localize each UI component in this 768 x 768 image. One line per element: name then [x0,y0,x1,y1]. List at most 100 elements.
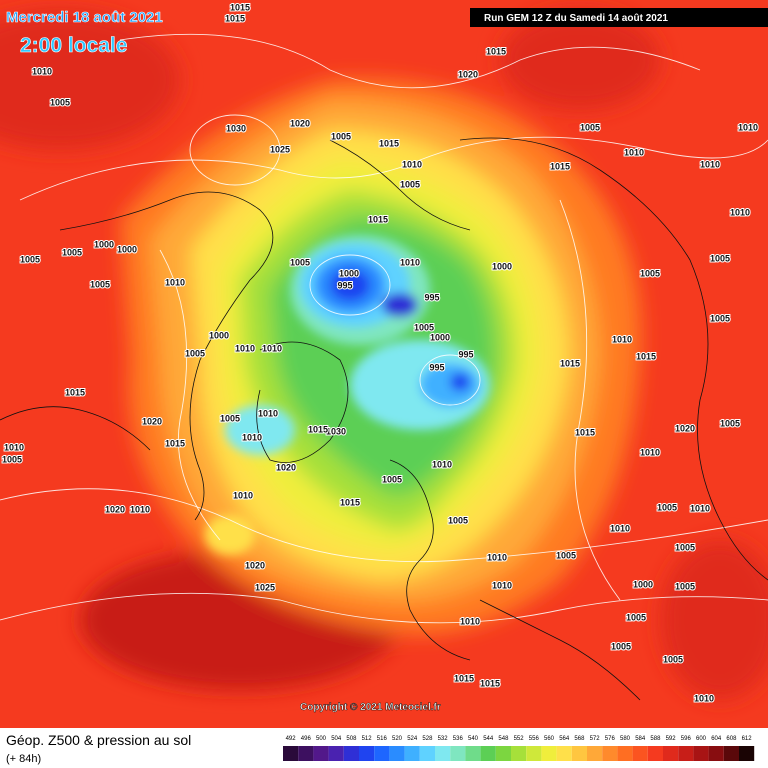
scale-swatch [571,746,587,761]
isobar-label: 1005 [382,474,402,484]
scale-swatch [450,746,466,761]
isobar-label: 1000 [492,261,512,271]
isobar-label: 1005 [62,247,82,257]
isobar-label: 1010 [402,159,422,169]
scale-swatch [556,746,572,761]
copyright: Copyright © 2021 Meteociel.fr [300,702,441,713]
legend-lead: (+ 84h) [6,753,41,765]
isobar-label: 1020 [675,423,695,433]
isobar-label: 1015 [165,438,185,448]
run-label: Run GEM 12 Z du Samedi 14 août 2021 [484,13,668,24]
scale-swatch [526,746,542,761]
isobar-label: 1010 [400,257,420,267]
isobar-label: 1005 [710,253,730,263]
isobar-label: 1010 [492,580,512,590]
scale-label: 528 [422,736,433,742]
scale-label: 596 [681,736,692,742]
isobar-contours [0,33,768,624]
isobar-label: 1010 [610,523,630,533]
isobar-label: 995 [424,292,439,302]
isobar-label: 1020 [276,462,296,472]
isobar-label: 1015 [340,497,360,507]
isobar-label: 1005 [611,641,631,651]
scale-swatch [632,746,648,761]
isobar-label: 1010 [242,432,262,442]
isobar-label: 1010 [460,616,480,626]
scale-label: 500 [316,736,327,742]
scale-swatch [723,746,739,761]
scale-label: 608 [726,736,737,742]
isobar-label: 1005 [290,257,310,267]
isobar-label: 1000 [633,579,653,589]
scale-swatch [480,746,496,761]
run-box [470,8,768,27]
isobar-label: 1005 [90,279,110,289]
isobar-label: 1010 [32,66,52,76]
isobar-label: 1000 [339,268,359,278]
isobar-label: 1020 [245,560,265,570]
scale-label: 600 [696,736,707,742]
scale-label: 604 [711,736,722,742]
scale-swatch [328,746,344,761]
isobar-label: 1010 [700,159,720,169]
scale-label: 544 [483,736,494,742]
scale-swatch [343,746,359,761]
isobar-label: 1015 [230,2,250,12]
scale-swatch [708,746,724,761]
scale-label: 492 [286,736,297,742]
scale-label: 592 [666,736,677,742]
time-label: 2:00 locale [20,34,127,57]
isobar-label: 1010 [262,343,282,353]
isobar-label: 1010 [738,122,758,132]
scale-label: 516 [377,736,388,742]
isobar-label: 1005 [185,348,205,358]
isobar-label: 1015 [65,387,85,397]
isobar-label: 1005 [556,550,576,560]
scale-label: 584 [635,736,646,742]
scale-label: 540 [468,736,479,742]
scale-swatch [617,746,633,761]
isobar-label: 1005 [414,322,434,332]
coastlines [0,137,768,701]
isobar-label: 1005 [20,254,40,264]
color-scale: 492 496 500 504 508 512 516 520 524 528 532 536 540 5… [283,736,755,761]
isobar-label: 1010 [235,343,255,353]
isobar-label: 1015 [636,351,656,361]
scale-label: 572 [590,736,601,742]
scale-label: 508 [346,736,357,742]
isobar-label: 1005 [626,612,646,622]
isobar-label: 1005 [50,97,70,107]
isobar-label: 1000 [430,332,450,342]
scale-label: 612 [742,736,753,742]
isobar-label: 1015 [480,678,500,688]
scale-swatch [739,746,755,761]
isobar-label: 1025 [270,144,290,154]
isobar-label: 1010 [233,490,253,500]
scale-label: 512 [362,736,373,742]
scale-swatch [678,746,694,761]
isobar-label: 1010 [487,552,507,562]
scale-swatch [419,746,435,761]
scale-label: 536 [453,736,464,742]
isobar-label: 1010 [4,442,24,452]
scale-swatch [404,746,420,761]
isobar-label: 1015 [486,46,506,56]
scale-swatch [298,746,314,761]
scale-swatch [374,746,390,761]
isobar-label: 1005 [580,122,600,132]
scale-label: 520 [392,736,403,742]
isobar-label: 995 [458,349,473,359]
isobar-label: 1015 [379,138,399,148]
scale-label: 576 [605,736,616,742]
isobar-label: 1005 [675,542,695,552]
isobar-label: 1010 [624,147,644,157]
isobar-label: 1010 [165,277,185,287]
scale-swatch [389,746,405,761]
isobar-label: 1000 [209,330,229,340]
isobar-label: 1010 [258,408,278,418]
scale-swatch [693,746,709,761]
scale-swatch [663,746,679,761]
isobar-label: 1030 [226,123,246,133]
scale-label: 568 [574,736,585,742]
isobar-label: 1015 [550,161,570,171]
